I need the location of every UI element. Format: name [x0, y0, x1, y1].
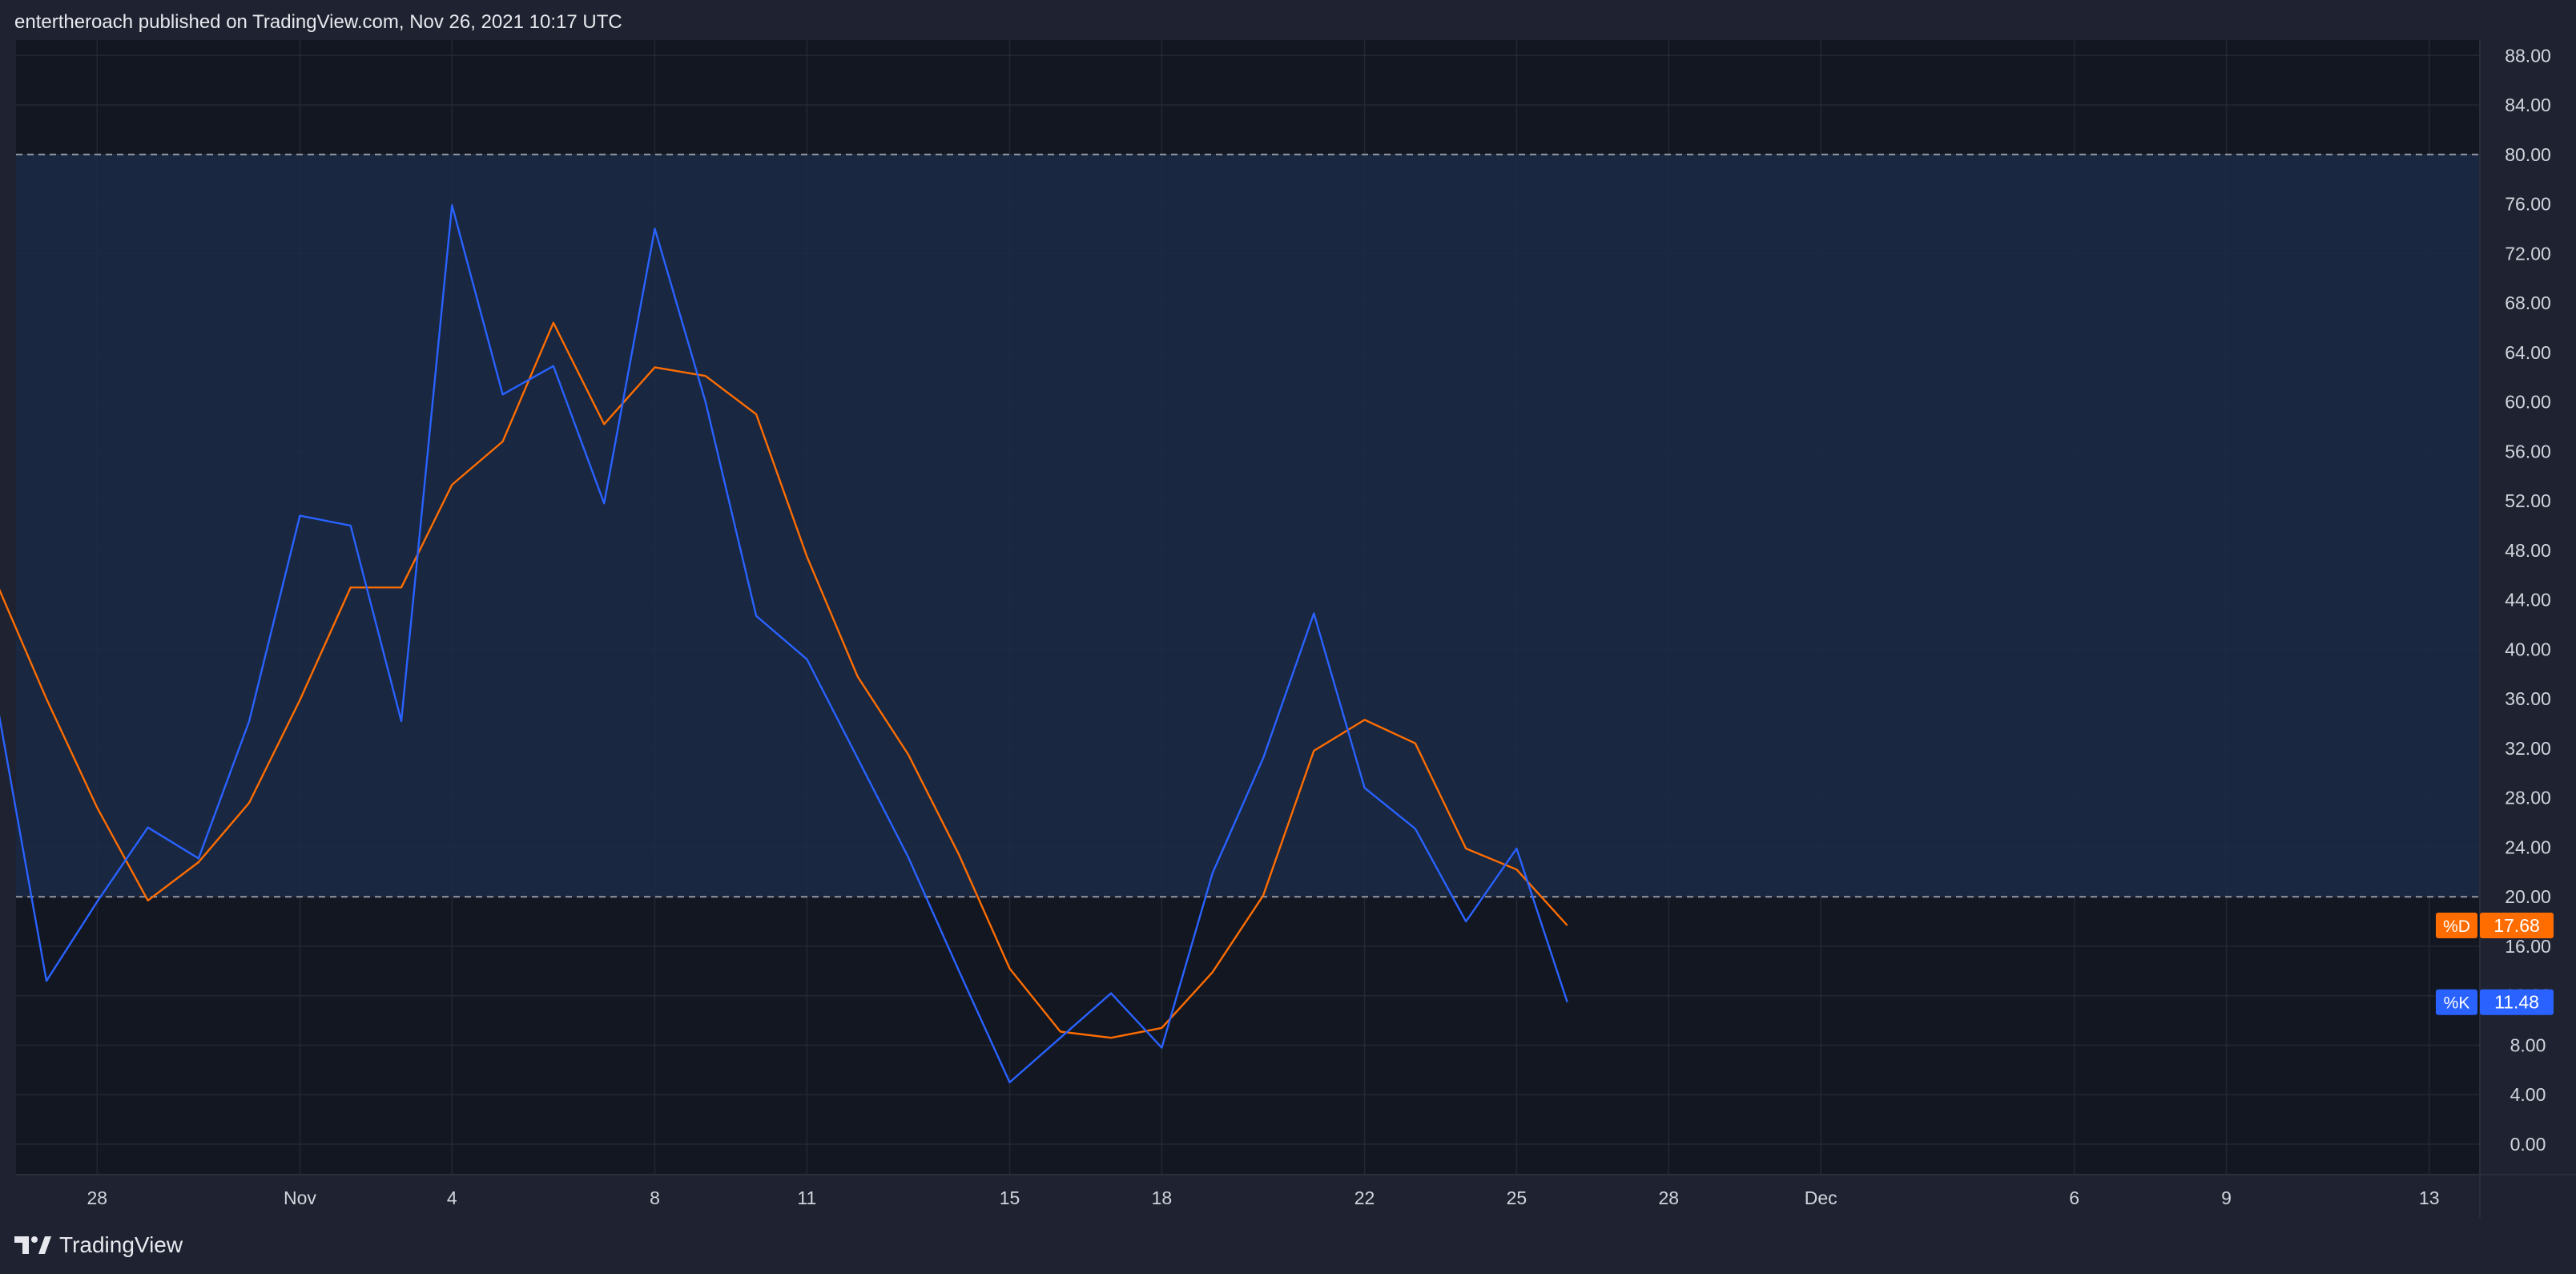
y-tick-label: 48.00 [2505, 540, 2551, 561]
last-value-labels: %D 17.68 %K 11.48 [2436, 913, 2554, 1015]
x-tick-label: 6 [2069, 1187, 2079, 1208]
series-tag-bg [2436, 913, 2477, 939]
y-tick-label: 80.00 [2505, 144, 2551, 165]
y-tick-label: 72.00 [2505, 243, 2551, 264]
series-tag-bg [2436, 989, 2477, 1015]
series-lines [0, 204, 1568, 1084]
tradingview-logo-icon [14, 1236, 51, 1254]
y-tick-label: 76.00 [2505, 194, 2551, 215]
x-tick-label: 11 [797, 1187, 816, 1208]
value-tag: 17.68 [2493, 915, 2540, 936]
brand-name: TradingView [59, 1232, 183, 1257]
value-tag-bg [2480, 913, 2554, 939]
y-tick-label: 56.00 [2505, 441, 2551, 462]
x-tick-label: 18 [1152, 1187, 1173, 1208]
y-tick-label: 68.00 [2505, 292, 2551, 313]
x-tick-label: 15 [1000, 1187, 1020, 1208]
x-tick-label: 4 [447, 1187, 457, 1208]
y-tick-label: 88.00 [2505, 45, 2551, 66]
y-tick-label: 84.00 [2505, 95, 2551, 115]
last-value-label: %D 17.68 [2436, 913, 2554, 939]
y-tick-label: 20.00 [2505, 886, 2551, 907]
time-axis[interactable]: 28 Nov 4 8 11 15 18 22 25 28 Dec 6 9 13 [87, 1187, 2439, 1208]
y-tick-label: 44.00 [2505, 590, 2551, 611]
x-tick-label: Dec [1805, 1187, 1837, 1208]
publish-info: entertheroach published on TradingView.c… [14, 11, 622, 33]
y-tick-label: 16.00 [2505, 936, 2551, 957]
stochastic-chart[interactable]: 0.004.008.0012.0016.0020.0024.0028.0032.… [0, 40, 2576, 1218]
y-tick-label: 24.00 [2505, 837, 2551, 857]
y-tick-label: 4.00 [2510, 1084, 2546, 1105]
band-fill [16, 154, 2480, 897]
value-tag: 11.48 [2494, 992, 2539, 1013]
y-tick-label: 36.00 [2505, 688, 2551, 709]
x-tick-label: 13 [2419, 1187, 2440, 1208]
x-tick-label: 8 [650, 1187, 660, 1208]
series-tag: %K [2444, 994, 2470, 1013]
x-tick-label: 9 [2221, 1187, 2232, 1208]
last-value-label: %K 11.48 [2436, 989, 2554, 1015]
footer: TradingView [0, 1218, 2576, 1274]
y-tick-label: 64.00 [2505, 342, 2551, 363]
x-tick-label: Nov [284, 1187, 316, 1208]
y-tick-label: 60.00 [2505, 392, 2551, 413]
x-tick-label: 25 [1507, 1187, 1527, 1208]
x-tick-label: 28 [1659, 1187, 1680, 1208]
series-line-pct-k [0, 204, 1568, 1084]
series-line-pct-d [0, 321, 1568, 1039]
overbought-oversold-band [16, 153, 2480, 898]
x-tick-label: 22 [1354, 1187, 1375, 1208]
x-tick-label: 28 [87, 1187, 107, 1208]
series-tag: %D [2443, 917, 2470, 936]
y-tick-label: 52.00 [2505, 490, 2551, 511]
y-tick-label: 40.00 [2505, 639, 2551, 659]
y-tick-label: 0.00 [2510, 1134, 2546, 1155]
value-tag-bg [2480, 989, 2554, 1015]
y-tick-label: 28.00 [2505, 788, 2551, 808]
y-tick-label: 32.00 [2505, 738, 2551, 759]
publish-header: entertheroach published on TradingView.c… [0, 0, 2576, 40]
chart-frame[interactable]: 0.004.008.0012.0016.0020.0024.0028.0032.… [0, 40, 2576, 1218]
tradingview-brand[interactable]: TradingView [14, 1229, 183, 1261]
price-axis[interactable]: 0.004.008.0012.0016.0020.0024.0028.0032.… [2505, 45, 2551, 1155]
y-tick-label: 8.00 [2510, 1034, 2546, 1055]
